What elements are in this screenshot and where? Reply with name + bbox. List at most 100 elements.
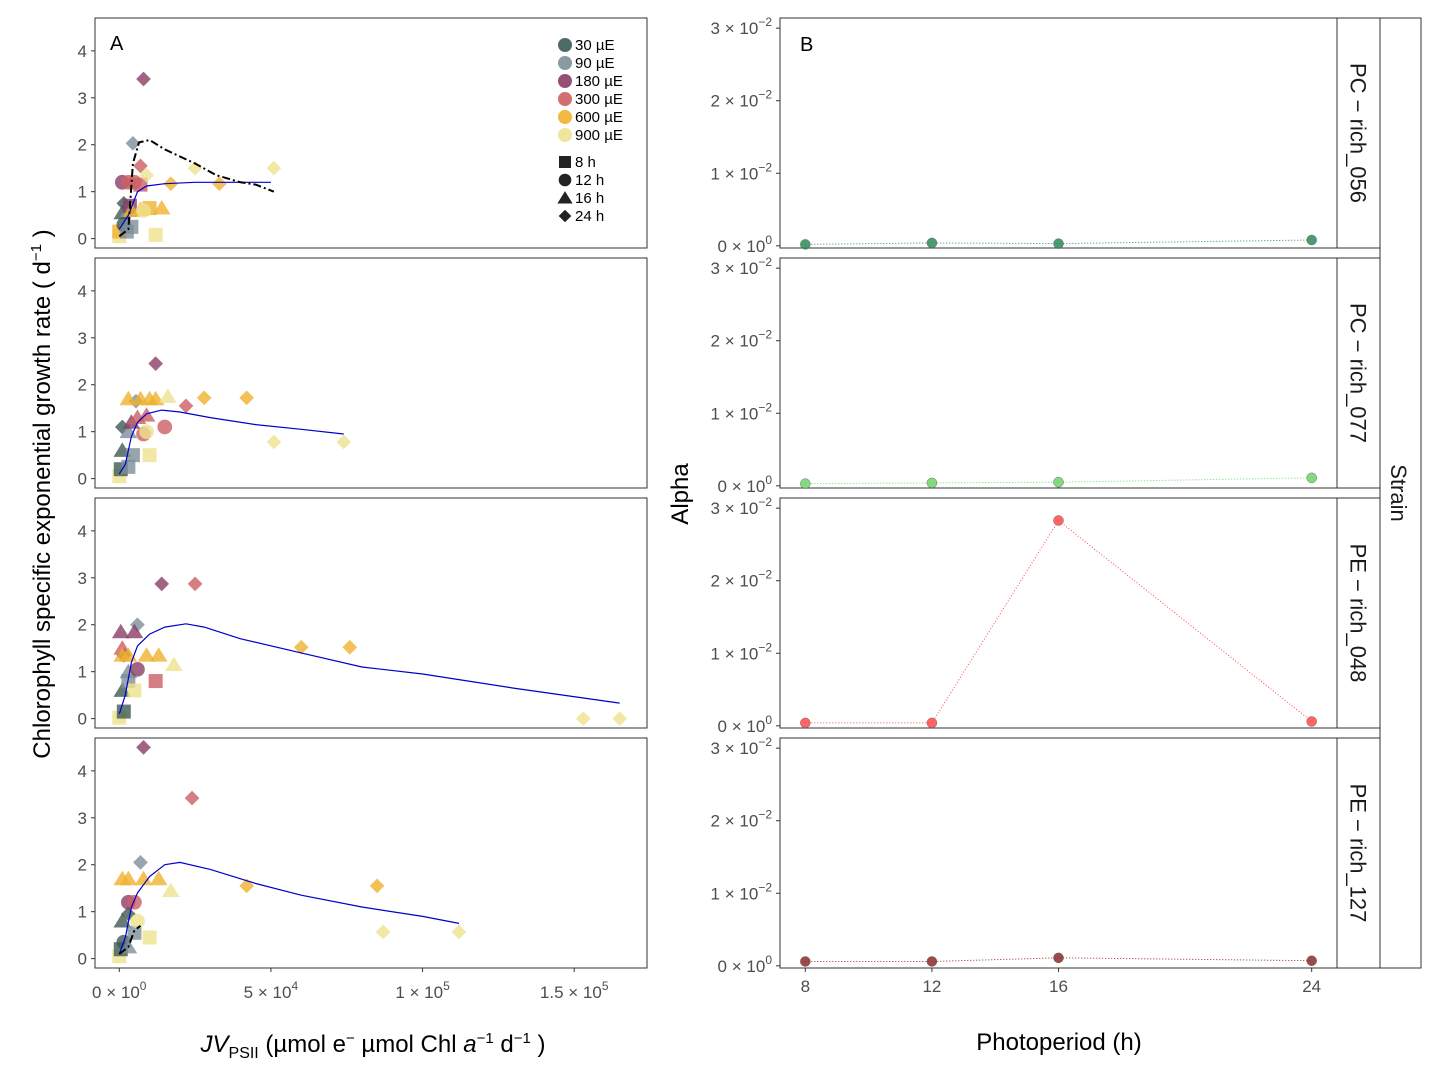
panel-b-y-tick-label: 1 × 10−2: [711, 880, 773, 903]
panel-b-y-tick-label-times: × 10: [720, 259, 758, 278]
panel-a-y-title-end: ): [29, 229, 56, 244]
panel-b-y-tick-label-mantissa: 0: [718, 957, 727, 976]
panel-a-y-tick-label: 0: [78, 470, 87, 489]
panel-a-point: [125, 623, 144, 639]
panel-a-point: [148, 674, 163, 689]
panel-a-point: [157, 419, 173, 435]
panel-b-y-tick-label-mantissa: 1: [711, 644, 720, 663]
panel-a-y-tick-label: 2: [78, 376, 87, 395]
legend-swatch-300: [558, 92, 572, 106]
panel-a-y-tick-label: 0: [78, 950, 87, 969]
legend-label-triangle: 16 h: [575, 190, 604, 207]
panel-a-x-title-jv: JV: [200, 1031, 231, 1058]
panel-a-x-tick-label: 5 × 104: [244, 979, 299, 1002]
panel-a-point: [139, 424, 154, 440]
legend-swatch-90: [558, 56, 572, 70]
panel-a-x-tick-label-times: × 10: [405, 983, 443, 1002]
panel-b-strip-box: [1336, 17, 1381, 249]
panel-a-y-tick-label: 1: [78, 903, 87, 922]
legend-swatch-600: [558, 110, 572, 124]
panel-a-y-tick-label: 0: [78, 230, 87, 249]
panel-a-point: [136, 740, 151, 755]
panel-a-point: [130, 913, 145, 929]
panel-b-series-line: [805, 519, 1313, 724]
panel-b-series-line: [805, 957, 1312, 962]
panel-a-point: [114, 419, 130, 435]
panel-b-point: [800, 478, 811, 489]
panel-a-x-axis-title: JVPSII (µmol e− µmol Chl a−1 d−1 ): [200, 1030, 546, 1062]
panel-a-y-tick-label: 4: [78, 762, 87, 781]
panel-a-point: [212, 176, 227, 192]
panel-a-x-tick-label-exponent: 5: [602, 979, 609, 993]
panel-b-point: [800, 239, 811, 250]
panel-b-y-tick-label-mantissa: 3: [711, 19, 720, 38]
panel-a-y-tick-label: 1: [78, 423, 87, 442]
panel-a-y-tick-label: 3: [78, 569, 87, 588]
legend-label-diamond: 24 h: [575, 208, 604, 225]
panel-b-y-tick-label-exponent: −2: [758, 88, 772, 102]
panel-a-point: [451, 924, 467, 940]
panel-a-tag: A: [110, 33, 124, 55]
panel-a-point: [369, 878, 385, 894]
panel-b-y-tick-label-exponent: −2: [758, 735, 772, 749]
panel-b-y-tick-label: 1 × 10−2: [711, 400, 773, 423]
panel-a-point: [134, 870, 153, 886]
panel-b-y-tick-label: 0 × 100: [718, 473, 773, 496]
panel-b-y-tick-label-exponent: 0: [765, 233, 772, 247]
panel-b-strip-box: [1336, 257, 1381, 489]
legend-label-300: 300 µE: [575, 91, 623, 108]
panel-b-point: [1053, 238, 1064, 249]
legend-label-90: 90 µE: [575, 55, 615, 72]
panel-a-facet-PC-rich_056: 0 1 2 3 4: [78, 17, 648, 249]
panel-a-facet-PE-rich_127: 0 1 2 3 4: [78, 737, 648, 969]
panel-b-point: [1053, 476, 1064, 488]
panel-a-point: [133, 855, 148, 870]
panel-b-x-tick-label: 24: [1302, 977, 1321, 996]
panel-a-point: [124, 219, 139, 234]
panel-a-point: [119, 390, 138, 406]
panel-a-point: [142, 448, 157, 463]
panel-a-point: [575, 711, 591, 726]
panel-a-x-title-mid: µmol Chl: [355, 1031, 464, 1058]
panel-b-y-tick-label-times: × 10: [720, 164, 758, 183]
panel-a-x-tick-label-mantissa: 1: [395, 983, 404, 1002]
panel-a-y-tick-label: 1: [78, 183, 87, 202]
panel-a-x-tick-label-exponent: 4: [291, 979, 298, 993]
legend-shape-square: [559, 156, 571, 168]
panel-b-point: [926, 956, 938, 967]
panel-b-y-tick-label-mantissa: 0: [718, 237, 727, 256]
panel-a-x-tick-label-mantissa: 5: [244, 983, 253, 1002]
panel-b-point: [1306, 472, 1317, 484]
panel-b-y-tick-label-times: × 10: [727, 957, 765, 976]
panel-b-y-tick-label: 0 × 100: [718, 953, 773, 976]
panel-b-y-tick-label-exponent: −2: [758, 328, 772, 342]
panel-b-y-tick-label: 1 × 10−2: [711, 160, 773, 183]
panel-b-y-tick-label-exponent: −2: [758, 640, 772, 654]
panel-b-facet-frame: [779, 497, 1338, 729]
panel-a-point: [137, 647, 156, 662]
legend-label-30: 30 µE: [575, 37, 615, 54]
panel-a-point: [165, 656, 183, 672]
panel-a-point: [293, 639, 309, 655]
panel-a-y-tick-label: 4: [78, 42, 87, 61]
panel-a-x-title-sub: PSII: [229, 1045, 259, 1062]
panel-b-point: [800, 956, 811, 967]
panel-b-y-tick-label-exponent: −2: [758, 495, 772, 509]
panel-b-strip-label: PC − rich_056: [1346, 63, 1371, 203]
panel-b-y-tick-label: 3 × 10−2: [711, 15, 773, 38]
panel-b-tag: B: [800, 34, 813, 56]
panel-b-y-tick-label-mantissa: 2: [711, 332, 720, 351]
panel-a-point: [125, 135, 141, 151]
panel-b-y-tick-label-mantissa: 0: [718, 717, 727, 736]
panel-b-y-tick-label-times: × 10: [720, 499, 758, 518]
panel-a-y-tick-label: 3: [78, 89, 87, 108]
panel-a-point: [148, 227, 163, 242]
panel-b-y-tick-label-exponent: 0: [765, 473, 772, 487]
panel-b-y-tick-label-exponent: −2: [758, 255, 772, 269]
panel-a-x-title-end: ): [531, 1031, 546, 1058]
panel-a-facet-frame: [94, 497, 648, 729]
panel-a-fit-line: [118, 181, 271, 230]
